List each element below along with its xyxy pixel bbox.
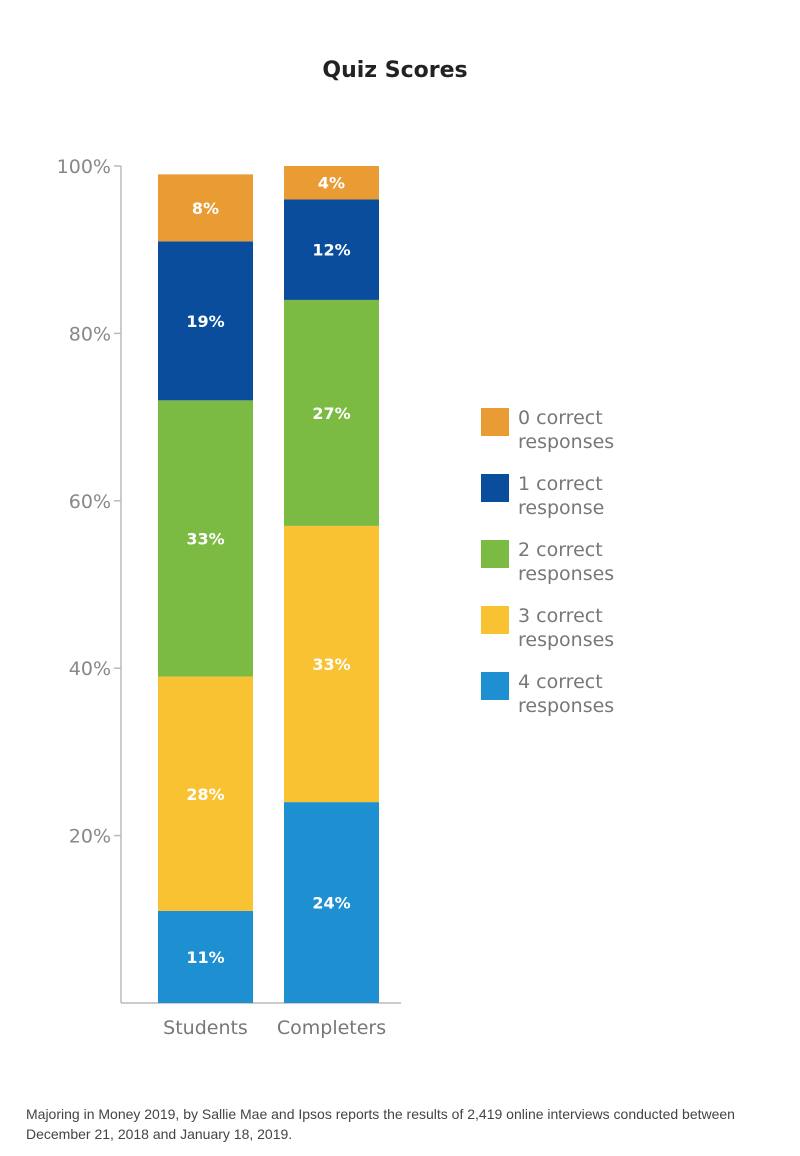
y-tick-label: 100% — [57, 156, 111, 178]
data-label-students-4-correct-responses: 11% — [186, 948, 224, 967]
legend-label: 4 correct responses — [518, 671, 615, 717]
bar-segment-completers-3-correct-responses — [284, 525, 379, 803]
bar-segment-completers-1-correct-response — [284, 199, 379, 300]
y-tick-label: 60% — [69, 491, 111, 513]
bar-segment-students-0-correct-responses — [158, 174, 253, 242]
legend-label: 0 correct responses — [518, 407, 615, 453]
data-label-completers-0-correct-responses: 4% — [318, 174, 345, 193]
legend-swatch — [481, 540, 509, 568]
data-label-students-2-correct-responses: 33% — [186, 529, 224, 548]
y-axis-ticks: 20% 40% 60% 80% 100% — [57, 156, 121, 848]
y-tick-label: 20% — [69, 826, 111, 848]
y-tick-label: 80% — [69, 323, 111, 345]
legend-label: 2 correct responses — [518, 539, 615, 585]
legend-item-0-correct-responses: 0 correct responses — [481, 404, 701, 470]
data-label-completers-1-correct-response: 12% — [312, 241, 350, 260]
bar-segment-completers-4-correct-responses — [284, 802, 379, 1003]
data-label-students-0-correct-responses: 8% — [192, 199, 219, 218]
x-category-label-completers: Completers — [277, 1017, 386, 1039]
data-label-students-3-correct-responses: 28% — [186, 785, 224, 804]
chart-bars: 11% 28% 33% 19% 8% 24% 33% 27% 12% 4% — [158, 166, 379, 1003]
chart-title: Quiz Scores — [322, 58, 468, 83]
bar-segment-completers-2-correct-responses — [284, 299, 379, 526]
chart-legend: 0 correct responses 1 correct response 2 c… — [481, 404, 701, 734]
data-label-completers-2-correct-responses: 27% — [312, 404, 350, 423]
data-label-students-1-correct-response: 19% — [186, 312, 224, 331]
legend-item-3-correct-responses: 3 correct responses — [481, 602, 701, 668]
x-category-label-students: Students — [163, 1017, 248, 1039]
x-axis-categories: Students Completers — [163, 1017, 386, 1039]
bar-segment-completers-0-correct-responses — [284, 166, 379, 200]
legend-swatch — [481, 474, 509, 502]
bar-segment-students-3-correct-responses — [158, 676, 253, 911]
source-footnote: Majoring in Money 2019, by Sallie Mae an… — [26, 1106, 735, 1142]
bar-segment-students-2-correct-responses — [158, 400, 253, 677]
data-label-completers-4-correct-responses: 24% — [312, 894, 350, 913]
legend-swatch — [481, 408, 509, 436]
data-label-completers-3-correct-responses: 33% — [312, 655, 350, 674]
legend-swatch — [481, 606, 509, 634]
legend-label: 3 correct responses — [518, 605, 615, 651]
legend-item-2-correct-responses: 2 correct responses — [481, 536, 701, 602]
legend-item-1-correct-response: 1 correct response — [481, 470, 701, 536]
y-tick-label: 40% — [69, 658, 111, 680]
legend-label: 1 correct response — [518, 473, 605, 519]
legend-swatch — [481, 672, 509, 700]
legend-item-4-correct-responses: 4 correct responses — [481, 668, 701, 734]
bar-segment-students-4-correct-responses — [158, 910, 253, 1003]
bar-segment-students-1-correct-response — [158, 241, 253, 401]
